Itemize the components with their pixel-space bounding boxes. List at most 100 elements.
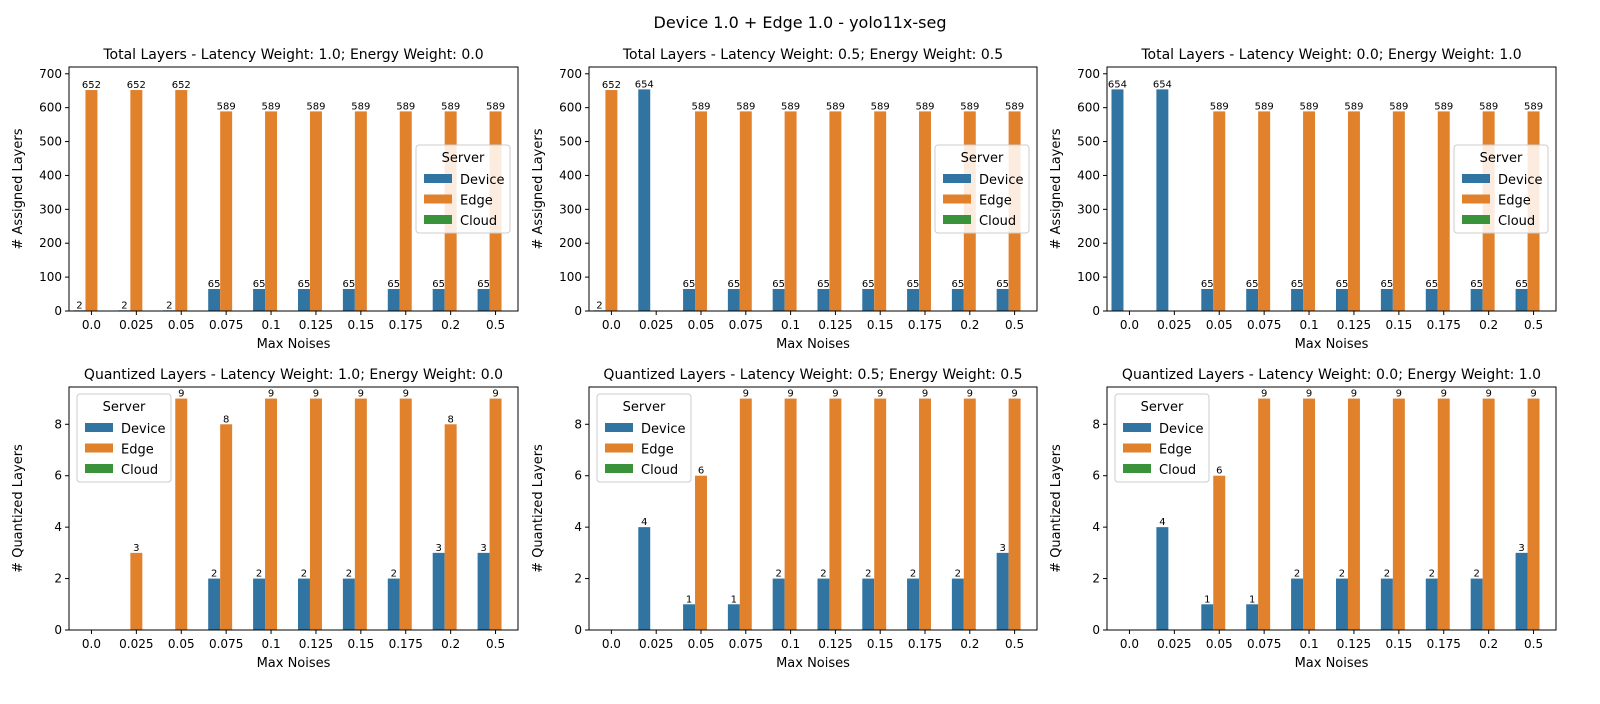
axes-frame	[68, 386, 519, 631]
data-label: 2	[1473, 569, 1479, 580]
x-axis-label: Max Noises	[1295, 656, 1369, 671]
bar-device	[208, 578, 221, 630]
data-label: 9	[787, 389, 793, 400]
legend-swatch-cloud	[605, 464, 633, 473]
legend-label-cloud: Cloud	[121, 463, 158, 478]
legend-swatch-cloud	[424, 215, 452, 224]
legend-title: Server	[442, 151, 485, 166]
data-label: 9	[268, 389, 274, 400]
x-tick-label: 0.15	[867, 637, 894, 651]
x-tick-label: 0.5	[1005, 318, 1024, 332]
data-label: 589	[691, 101, 710, 112]
legend-title: Server	[103, 400, 146, 415]
legend-swatch-edge	[605, 443, 633, 453]
axes-frame	[1106, 386, 1557, 631]
x-tick-label: 0.0	[1120, 637, 1139, 651]
bar-edge	[130, 90, 143, 312]
bar-device	[1470, 578, 1483, 630]
bar-device	[1425, 578, 1438, 630]
y-tick-label: 700	[39, 67, 62, 81]
bar-edge	[1008, 398, 1021, 630]
bar-device	[1515, 288, 1528, 311]
data-label: 8	[447, 414, 453, 425]
data-label: 2	[76, 300, 82, 311]
x-tick-label: 0.0	[82, 318, 101, 332]
y-tick-label: 700	[559, 67, 582, 81]
legend-swatch-cloud	[1123, 464, 1151, 473]
bar-edge	[220, 111, 233, 312]
y-tick-label: 400	[1077, 168, 1100, 182]
bar-device	[477, 552, 490, 630]
chart-panel-1: Total Layers - Latency Weight: 1.0; Ener…	[11, 47, 519, 352]
data-label: 9	[1011, 389, 1017, 400]
panel-title: Quantized Layers - Latency Weight: 1.0; …	[84, 367, 503, 383]
bar-edge	[309, 398, 322, 630]
y-tick-label: 300	[39, 202, 62, 216]
x-tick-label: 0.025	[119, 318, 153, 332]
bar-edge	[354, 111, 367, 312]
x-tick-label: 0.125	[1337, 637, 1371, 651]
bar-edge	[399, 398, 412, 630]
bar-device	[297, 578, 310, 630]
legend-label-device: Device	[1159, 422, 1203, 437]
bar-device	[1291, 578, 1304, 630]
legend-box	[1114, 393, 1210, 483]
data-label: 65	[1381, 279, 1394, 290]
legend-swatch-edge	[943, 194, 971, 204]
data-label: 654	[1153, 79, 1172, 90]
x-tick-label: 0.15	[1385, 318, 1412, 332]
x-axis-label: Max Noises	[257, 656, 331, 671]
bar-device	[996, 288, 1009, 311]
x-tick-label: 0.1	[1300, 637, 1319, 651]
chart-panel-2: Total Layers - Latency Weight: 0.5; Ener…	[531, 47, 1038, 352]
data-label: 589	[351, 101, 370, 112]
data-label: 2	[1384, 569, 1390, 580]
data-label: 654	[1108, 79, 1127, 90]
x-tick-label: 0.0	[1120, 318, 1139, 332]
bar-edge	[605, 90, 618, 312]
y-tick-label: 100	[559, 270, 582, 284]
x-tick-label: 0.5	[1005, 637, 1024, 651]
legend: Server Device Edge Cloud	[76, 393, 172, 483]
data-label: 9	[492, 389, 498, 400]
data-label: 9	[178, 389, 184, 400]
bar-edge	[1482, 398, 1495, 630]
data-label: 9	[877, 389, 883, 400]
data-label: 4	[641, 517, 647, 528]
bar-device	[1470, 288, 1483, 311]
y-tick-label: 100	[1077, 270, 1100, 284]
x-tick-label: 0.125	[299, 318, 333, 332]
y-tick-label: 600	[39, 101, 62, 115]
legend-label-cloud: Cloud	[1498, 214, 1535, 229]
data-label: 2	[910, 569, 916, 580]
x-tick-label: 0.175	[389, 318, 423, 332]
data-label: 589	[1300, 101, 1319, 112]
x-tick-label: 0.125	[818, 318, 852, 332]
y-tick-label: 500	[559, 135, 582, 149]
legend-title: Server	[961, 151, 1004, 166]
bar-device	[907, 288, 920, 311]
data-label: 65	[683, 279, 696, 290]
legend-title: Server	[1480, 151, 1523, 166]
x-tick-label: 0.1	[781, 637, 800, 651]
data-label: 652	[82, 80, 101, 91]
legend: Server Device Edge Cloud	[934, 144, 1030, 234]
data-label: 9	[1351, 389, 1357, 400]
axes-frame	[1106, 66, 1557, 312]
x-axis-label: Max Noises	[776, 337, 850, 352]
y-tick-label: 200	[559, 236, 582, 250]
x-tick-label: 0.0	[82, 637, 101, 651]
panel-title: Quantized Layers - Latency Weight: 0.5; …	[603, 367, 1022, 383]
y-tick-label: 2	[574, 572, 582, 586]
x-tick-label: 0.075	[729, 637, 763, 651]
chart-panel-5: Quantized Layers - Latency Weight: 0.5; …	[531, 367, 1038, 671]
y-tick-label: 4	[54, 520, 62, 534]
data-label: 65	[996, 279, 1009, 290]
y-axis-label: # Assigned Layers	[531, 128, 546, 249]
bar-device	[951, 578, 964, 630]
bar-edge	[1347, 111, 1360, 312]
data-label: 9	[1261, 389, 1267, 400]
bar-device	[638, 89, 651, 311]
y-tick-label: 8	[1092, 417, 1100, 431]
